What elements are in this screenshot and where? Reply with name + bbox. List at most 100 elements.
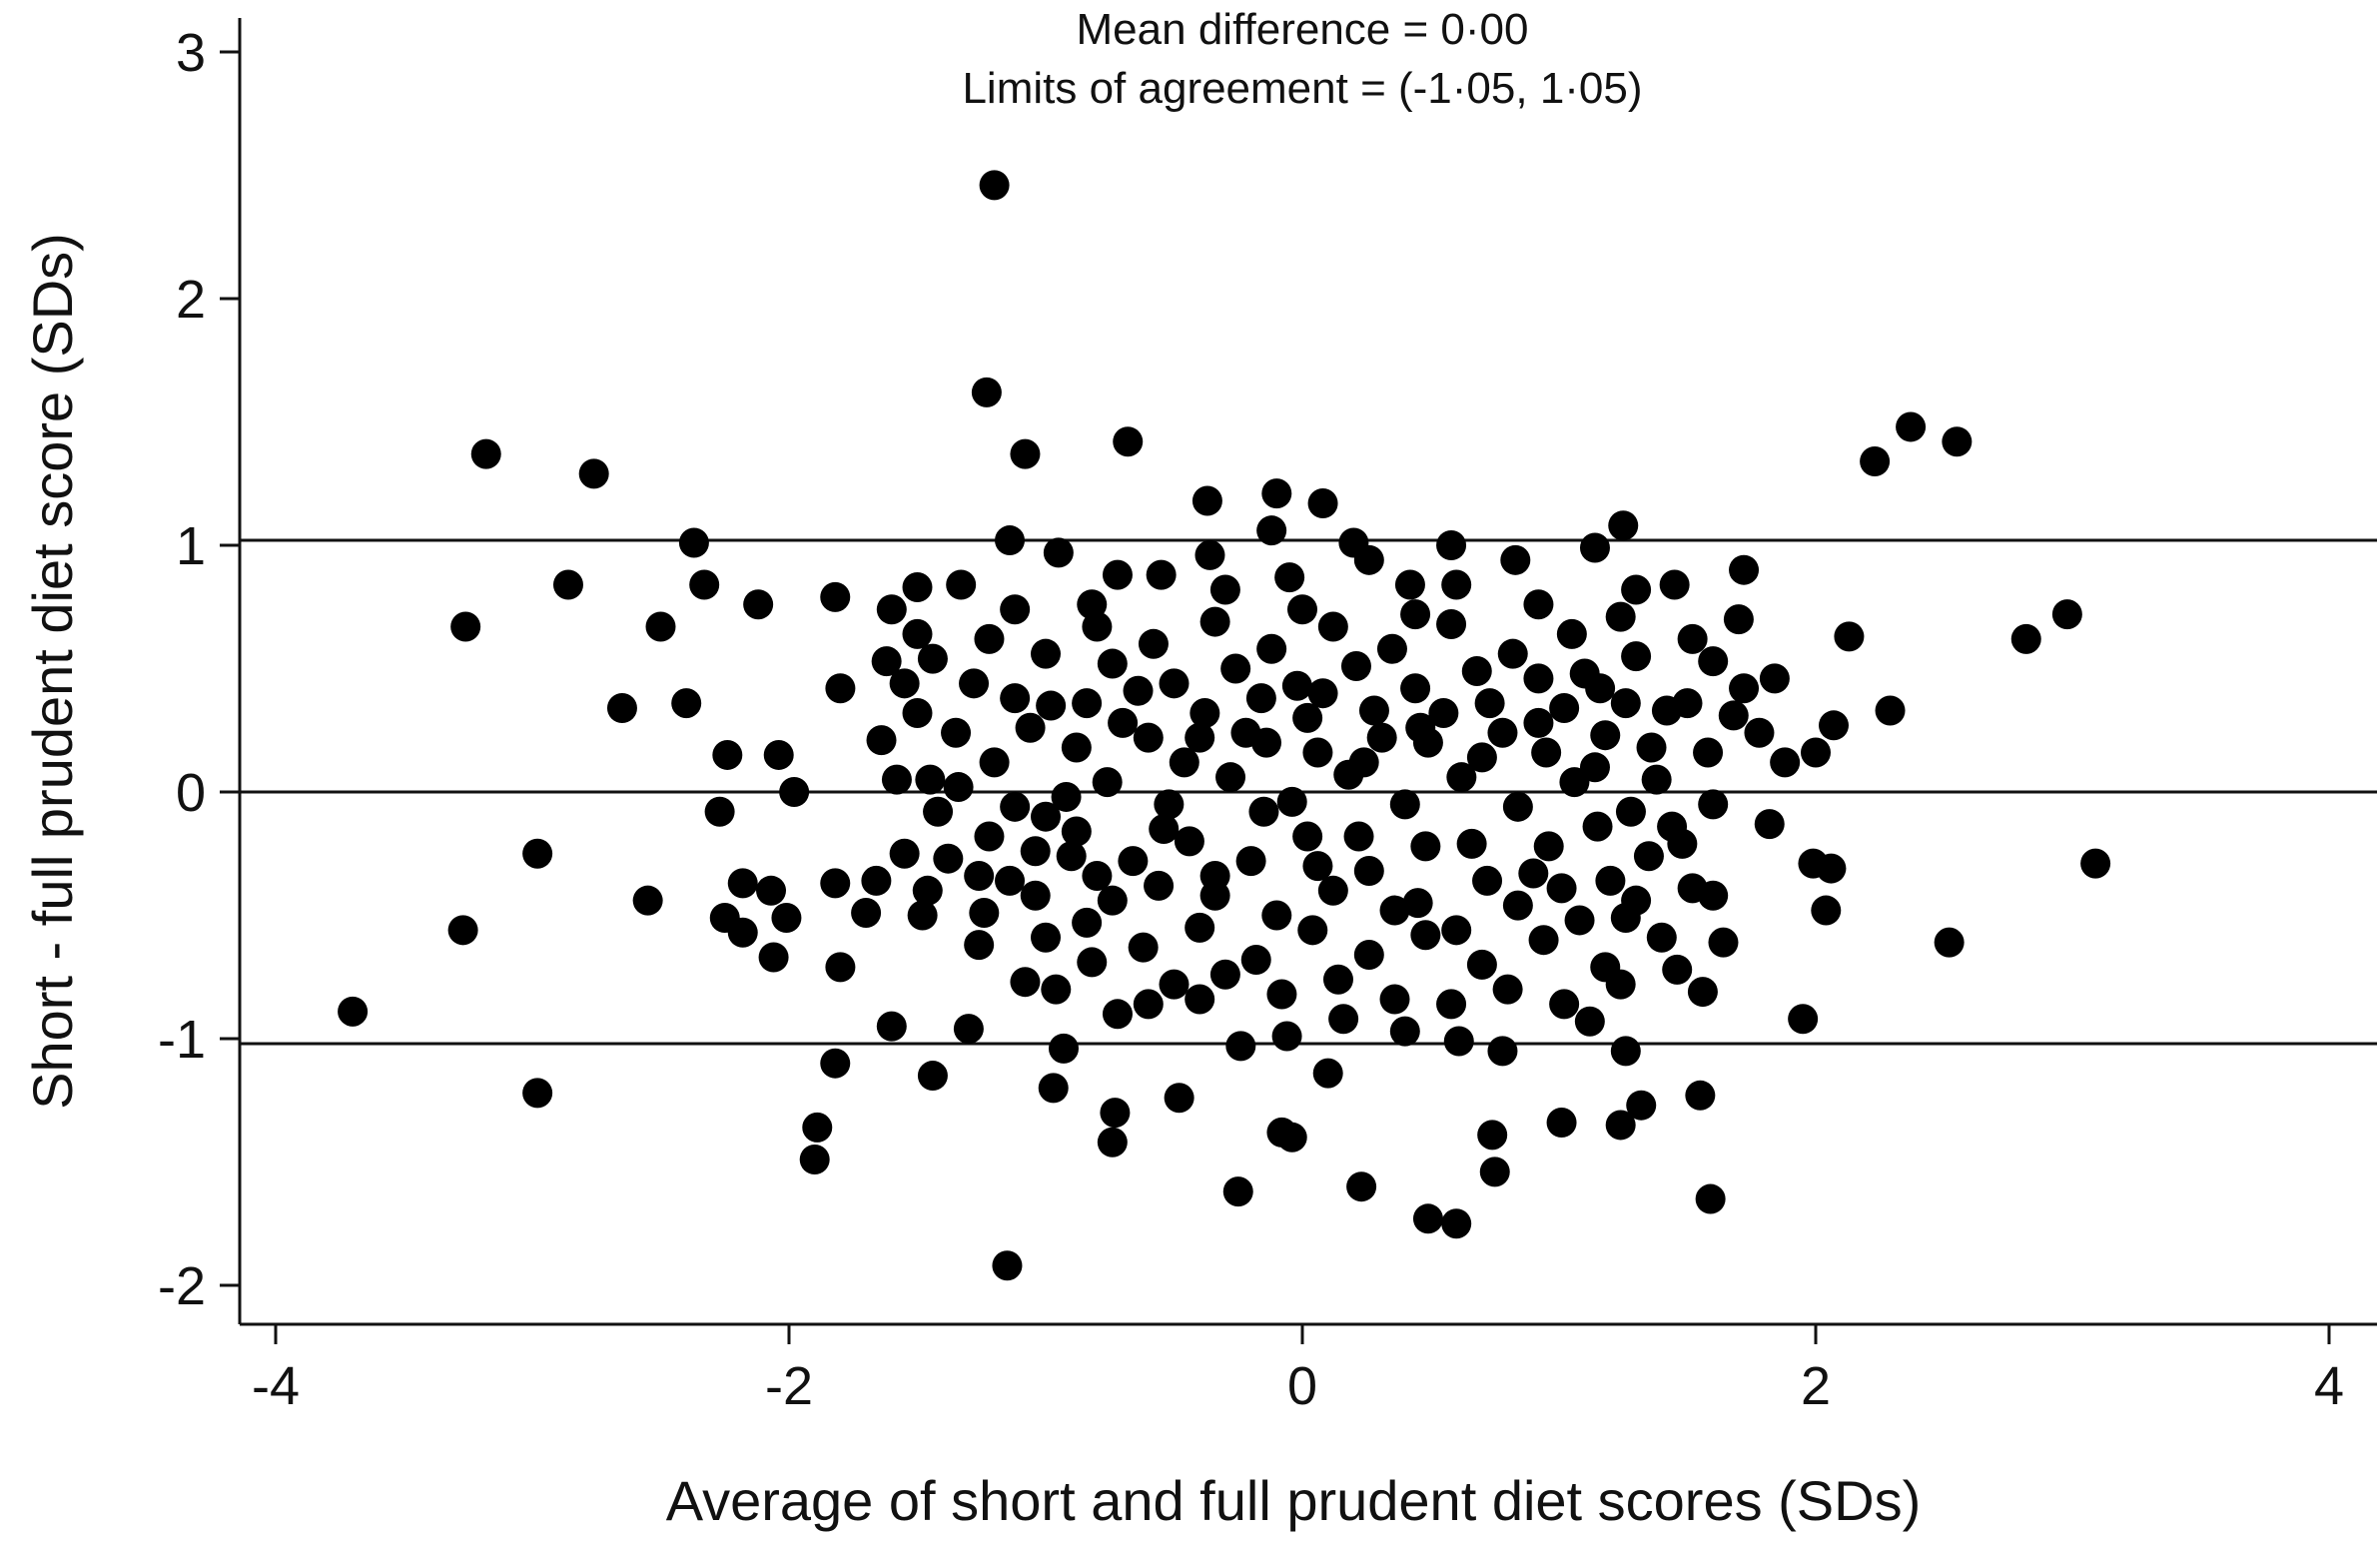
data-point xyxy=(917,643,948,674)
data-point xyxy=(1015,712,1046,743)
data-point xyxy=(1061,732,1092,763)
y-tick-label: 1 xyxy=(176,516,206,576)
data-point xyxy=(1487,1036,1518,1067)
data-point xyxy=(969,898,1000,929)
data-point xyxy=(1446,762,1477,793)
data-point xyxy=(1410,920,1441,951)
data-point xyxy=(645,611,676,642)
data-point xyxy=(1672,688,1703,719)
data-point xyxy=(1056,841,1087,872)
data-point xyxy=(1108,707,1139,738)
data-point xyxy=(1133,989,1164,1020)
data-point xyxy=(1302,851,1333,882)
data-point xyxy=(971,377,1002,407)
data-point xyxy=(1605,1110,1636,1141)
data-point xyxy=(979,747,1010,778)
data-point xyxy=(758,942,789,973)
data-point xyxy=(1636,732,1667,763)
data-point xyxy=(1292,821,1323,852)
chart-header-line-1: Mean difference = 0·00 xyxy=(1077,5,1529,54)
data-point xyxy=(1546,1107,1577,1138)
plot-frame xyxy=(238,18,2377,1326)
data-point xyxy=(1528,925,1559,956)
data-point xyxy=(756,875,787,906)
data-point xyxy=(1185,722,1215,753)
data-point xyxy=(1222,1176,1253,1207)
data-point xyxy=(1048,1033,1079,1064)
data-point xyxy=(1146,559,1177,590)
data-point xyxy=(1138,628,1169,659)
data-point xyxy=(1240,944,1271,975)
data-point xyxy=(1461,655,1492,686)
data-point xyxy=(1097,648,1128,679)
data-point xyxy=(1159,969,1190,1000)
data-point xyxy=(1500,544,1531,575)
data-point xyxy=(1487,717,1518,748)
x-tick-label: 0 xyxy=(1287,1356,1317,1416)
data-point xyxy=(1235,846,1266,877)
x-axis-ticks: -4 -2 0 2 4 xyxy=(252,1324,2344,1416)
data-point xyxy=(1811,895,1842,926)
data-point xyxy=(1307,488,1338,519)
data-point xyxy=(1376,633,1407,664)
data-point xyxy=(1353,856,1384,887)
data-point xyxy=(1531,737,1562,768)
data-point xyxy=(1144,870,1175,901)
data-point xyxy=(1546,873,1577,904)
data-point xyxy=(1154,789,1185,820)
data-point xyxy=(1436,989,1467,1020)
data-point xyxy=(1123,675,1154,706)
data-point xyxy=(820,1048,851,1079)
data-point xyxy=(1860,446,1891,477)
data-point xyxy=(1474,688,1505,719)
data-point xyxy=(995,865,1026,896)
data-point xyxy=(1128,932,1159,963)
data-point xyxy=(2051,599,2082,630)
data-point xyxy=(1261,478,1292,509)
data-point xyxy=(1659,569,1690,600)
data-point xyxy=(1379,895,1410,926)
data-point xyxy=(902,571,933,602)
data-point xyxy=(953,1014,984,1045)
data-point xyxy=(1061,816,1092,847)
data-point xyxy=(995,525,1026,556)
data-point xyxy=(923,796,954,827)
data-point xyxy=(1466,742,1497,773)
data-point xyxy=(1010,438,1041,469)
data-point xyxy=(1256,515,1287,546)
data-point xyxy=(338,996,369,1027)
data-point xyxy=(1366,722,1397,753)
data-point xyxy=(1605,601,1636,632)
data-point xyxy=(1077,947,1108,978)
data-point xyxy=(1402,888,1433,919)
data-point xyxy=(1031,801,1061,832)
data-point xyxy=(1477,1120,1508,1151)
data-point xyxy=(1677,623,1708,654)
data-point xyxy=(964,860,995,891)
y-tick-label: -2 xyxy=(158,1256,206,1316)
data-point xyxy=(447,915,478,946)
data-point xyxy=(1348,747,1379,778)
data-point xyxy=(1816,853,1847,884)
data-point xyxy=(933,843,964,874)
data-point xyxy=(1610,688,1641,719)
data-point xyxy=(552,569,583,600)
data-point xyxy=(1693,737,1724,768)
data-point xyxy=(1271,1021,1302,1052)
data-point xyxy=(1043,537,1074,568)
data-point xyxy=(1502,791,1533,822)
data-point xyxy=(979,170,1010,201)
data-point xyxy=(1585,673,1616,704)
data-point xyxy=(1759,663,1790,694)
data-point xyxy=(1266,979,1297,1010)
data-point xyxy=(851,898,882,929)
data-point xyxy=(1292,702,1323,733)
x-tick-label: 2 xyxy=(1801,1356,1831,1416)
data-point xyxy=(1102,999,1133,1030)
data-point xyxy=(1875,695,1906,726)
data-point xyxy=(1185,984,1215,1015)
data-point xyxy=(876,594,907,625)
data-point xyxy=(1041,974,1072,1005)
data-point xyxy=(1379,984,1410,1015)
data-point xyxy=(1523,589,1554,620)
